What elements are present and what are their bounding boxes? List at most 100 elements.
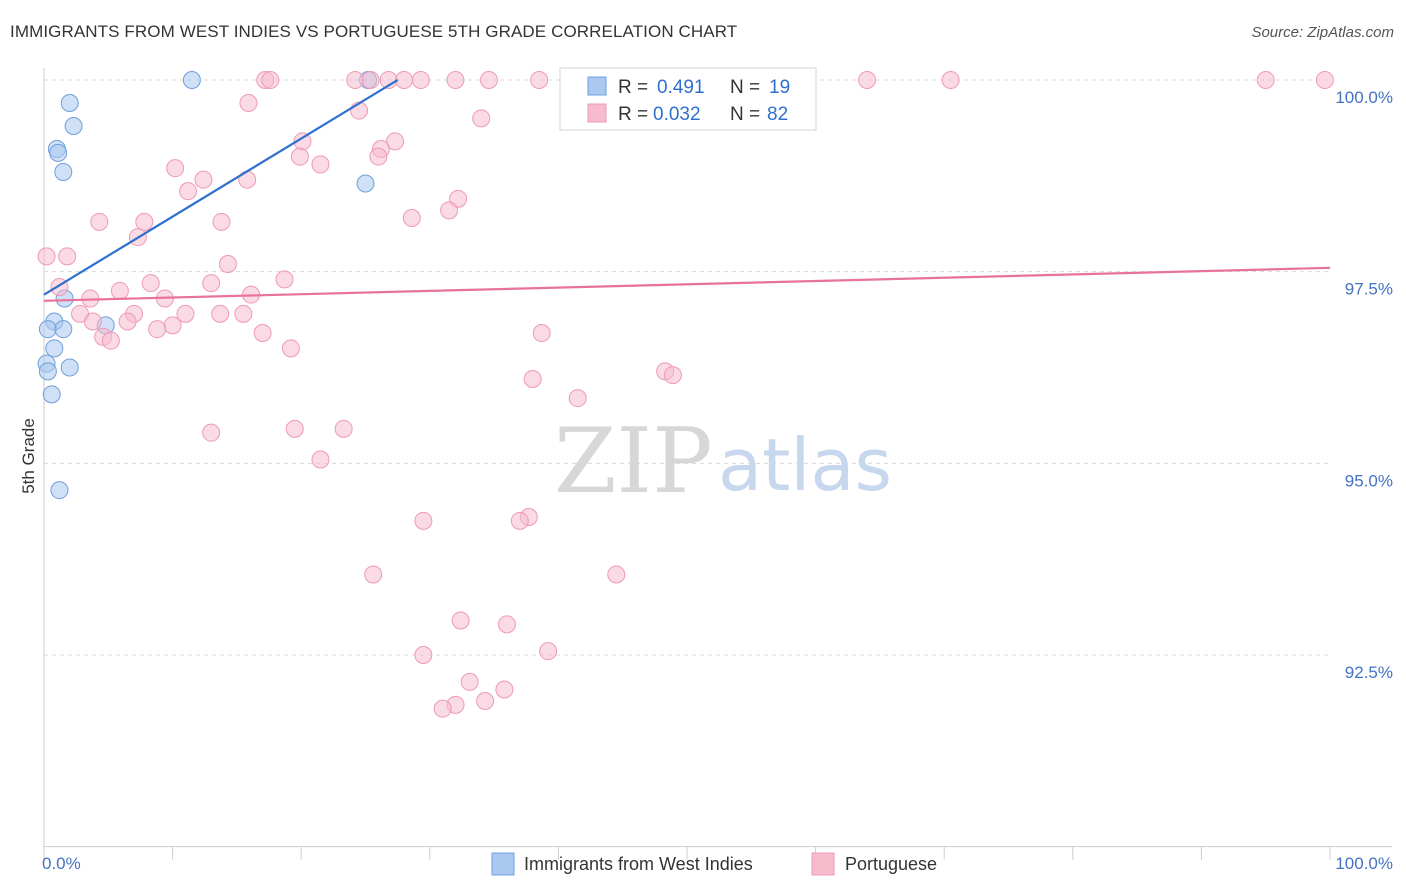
portuguese-point-32 (135, 212, 154, 231)
portuguese-point-12 (941, 71, 960, 89)
west-indies-point-13 (45, 339, 64, 358)
portuguese-point-54 (148, 320, 167, 339)
portuguese-point-14 (1315, 71, 1334, 89)
portuguese-point-38 (275, 270, 294, 289)
portuguese-point-68 (414, 511, 433, 530)
portuguese-point-7 (446, 71, 465, 89)
west-indies-point-3 (64, 117, 83, 135)
legend-n-label-2: N = (730, 104, 760, 125)
portuguese-point-23 (311, 155, 330, 174)
portuguese-point-42 (110, 281, 129, 300)
west-indies-trend-line (43, 79, 399, 296)
portuguese-point-22 (369, 147, 388, 166)
portuguese-point-36 (58, 247, 77, 266)
portuguese-point-37 (218, 255, 237, 273)
portuguese-point-31 (90, 212, 109, 231)
west-indies-point-10 (38, 320, 57, 339)
legend-n-value-2: 82 (767, 104, 788, 125)
x-tick-label-1: 100.0% (1335, 854, 1393, 873)
legend-swatch-pink (587, 103, 607, 123)
trend-lines (43, 79, 1331, 302)
portuguese-point-75 (414, 646, 433, 664)
portuguese-point-53 (163, 316, 182, 335)
gridlines (44, 79, 1330, 656)
series-legend: Immigrants from West Indies Portuguese (491, 852, 937, 876)
watermark-zip: ZIP (554, 409, 713, 514)
portuguese-point-59 (281, 339, 300, 358)
legend-r-label-1: R = (618, 77, 648, 98)
axes (43, 68, 1392, 860)
stats-legend: R = 0.491 N = 19 R = 0.032 N = 82 (559, 67, 817, 131)
watermark-atlas: atlas (718, 423, 892, 507)
portuguese-point-11 (858, 71, 877, 89)
chart-title: IMMIGRANTS FROM WEST INDIES VS PORTUGUES… (10, 22, 738, 41)
portuguese-point-21 (290, 147, 309, 166)
portuguese-point-64 (202, 423, 221, 442)
y-tick-labels: 100.0% 97.5% 95.0% 92.5% (1335, 88, 1393, 682)
portuguese-point-16 (350, 101, 369, 120)
west-indies-point-16 (38, 362, 57, 381)
portuguese-point-30 (402, 209, 421, 227)
series-legend-swatch-pink (811, 852, 835, 876)
portuguese-trend-line (43, 266, 1331, 302)
x-tick-labels: 0.0% 100.0% (42, 854, 1393, 873)
portuguese-point-56 (532, 324, 551, 342)
portuguese-point-48 (176, 304, 195, 323)
series-legend-swatch-blue (491, 852, 515, 876)
portuguese-point-2 (346, 71, 365, 89)
portuguese-point-66 (334, 419, 353, 438)
portuguese-point-17 (472, 109, 491, 128)
y-tick-label-2: 95.0% (1345, 471, 1393, 490)
portuguese-point-5 (395, 71, 414, 89)
portuguese-point-58 (101, 331, 120, 350)
portuguese-point-50 (234, 304, 253, 323)
portuguese-point-1 (261, 71, 280, 89)
portuguese-point-80 (433, 699, 452, 718)
west-indies-point-0 (182, 71, 201, 89)
west-indies-point-2 (60, 94, 79, 112)
portuguese-point-39 (141, 274, 160, 293)
y-axis-title: 5th Grade (19, 418, 38, 494)
portuguese-point-35 (37, 247, 56, 266)
portuguese-point-29 (440, 201, 459, 220)
y-tick-label-1: 97.5% (1345, 280, 1393, 299)
portuguese-point-72 (607, 565, 626, 584)
portuguese-point-40 (202, 274, 221, 293)
y-tick-label-0: 100.0% (1335, 88, 1393, 107)
legend-n-label-1: N = (730, 77, 760, 98)
west-indies-point-5 (49, 143, 68, 162)
portuguese-point-62 (523, 370, 542, 388)
legend-swatch-blue (587, 76, 607, 96)
legend-r-value-1: 0.491 (657, 77, 705, 98)
series-legend-label-blue: Immigrants from West Indies (524, 854, 753, 874)
portuguese-point-13 (1256, 71, 1275, 89)
portuguese-point-25 (194, 170, 213, 189)
portuguese-point-67 (311, 450, 330, 469)
west-indies-point-6 (54, 163, 73, 181)
portuguese-point-70 (510, 511, 529, 530)
portuguese-point-27 (179, 182, 198, 201)
portuguese-point-63 (568, 389, 587, 408)
west-indies-point-7 (356, 174, 375, 193)
portuguese-point-49 (211, 304, 230, 323)
west-indies-point-18 (50, 481, 69, 500)
portuguese-point-81 (476, 692, 495, 710)
portuguese-point-77 (460, 672, 479, 691)
portuguese-point-6 (411, 71, 430, 89)
legend-r-value-2: 0.032 (653, 104, 701, 125)
y-tick-label-3: 92.5% (1345, 663, 1393, 682)
portuguese-point-73 (451, 611, 470, 630)
series-legend-label-pink: Portuguese (845, 854, 937, 874)
west-indies-point-11 (54, 320, 73, 339)
legend-r-label-2: R = (618, 104, 648, 125)
portuguese-point-8 (479, 71, 498, 89)
portuguese-point-52 (118, 312, 137, 331)
portuguese-point-61 (663, 366, 682, 385)
data-points (37, 71, 1334, 718)
west-indies-point-15 (60, 358, 79, 377)
legend-n-value-1: 19 (769, 77, 790, 98)
portuguese-point-51 (83, 312, 102, 331)
source-label: Source: ZipAtlas.com (1251, 24, 1394, 41)
portuguese-point-78 (495, 680, 514, 699)
